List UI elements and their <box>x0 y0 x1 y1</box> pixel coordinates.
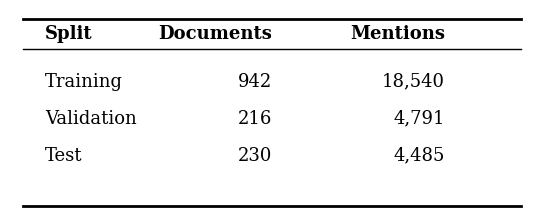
Text: 942: 942 <box>238 73 272 91</box>
Text: 18,540: 18,540 <box>382 73 445 91</box>
Text: 216: 216 <box>238 110 272 128</box>
Text: Test: Test <box>45 147 82 165</box>
Text: Validation: Validation <box>45 110 137 128</box>
Text: 230: 230 <box>238 147 272 165</box>
Text: Mentions: Mentions <box>350 25 445 43</box>
Text: 4,791: 4,791 <box>394 110 445 128</box>
Text: Documents: Documents <box>158 25 272 43</box>
Text: 4,485: 4,485 <box>394 147 445 165</box>
Text: Training: Training <box>45 73 123 91</box>
Text: Split: Split <box>45 25 92 43</box>
